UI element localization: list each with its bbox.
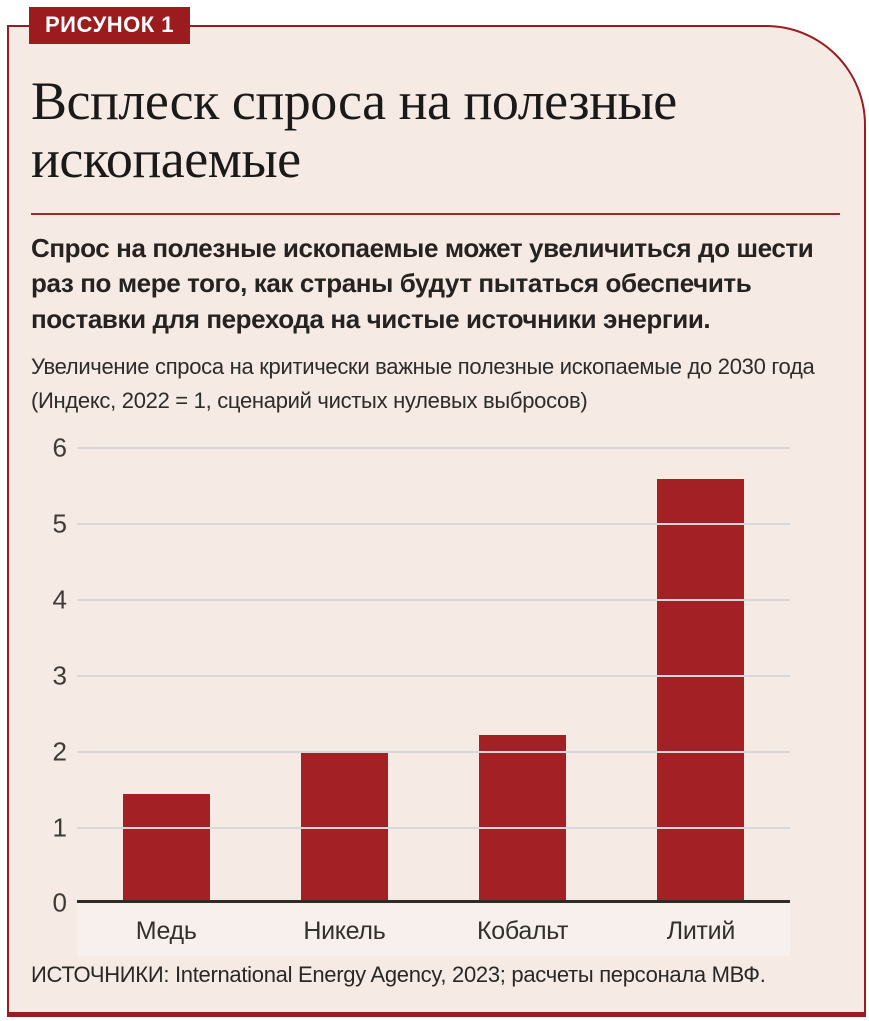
x-axis-labels: Медь Никель Кобальт Литий	[77, 903, 790, 957]
figure-badge: РИСУНОК 1	[29, 7, 191, 44]
y-tick-label-6: 6	[52, 432, 67, 463]
bars-row	[77, 448, 790, 901]
y-tick-label-2: 2	[52, 736, 67, 767]
figure-card: Всплеск спроса на полезные ископаемые Сп…	[7, 25, 866, 1017]
gridline-y-2	[77, 750, 790, 753]
x-category-label-1: Никель	[303, 917, 386, 946]
gridline-y-3	[77, 674, 790, 677]
bar-chart: Медь Никель Кобальт Литий 0 1 2 3 4 5 6	[31, 433, 840, 957]
bar-Литий	[657, 479, 745, 901]
bar-slot-0	[77, 448, 255, 901]
bar-slot-1	[255, 448, 433, 901]
bar-slot-2	[434, 448, 612, 901]
source-note: ИСТОЧНИКИ: International Energy Agency, …	[31, 962, 766, 987]
y-tick-label-3: 3	[52, 660, 67, 691]
x-category-label-2: Кобальт	[477, 917, 569, 946]
y-tick-label-1: 1	[52, 812, 67, 842]
gridline-y-5	[77, 523, 790, 526]
chart-note-line-2: (Индекс, 2022 = 1, сценарий чистых нулев…	[31, 388, 588, 414]
x-category-label-0: Медь	[135, 917, 197, 946]
chart-subtitle: Спрос на полезные ископаемые может увели…	[31, 232, 814, 335]
y-tick-label-4: 4	[52, 584, 67, 615]
page-title: Всплеск спроса на полезные ископаемые	[31, 71, 677, 189]
chart-note: Увеличение спроса на критически важные п…	[31, 350, 840, 418]
x-category-label-3: Литий	[666, 917, 736, 946]
title-divider	[31, 212, 840, 215]
bar-slot-3	[612, 448, 790, 901]
gridline-y-1	[77, 826, 790, 829]
gridline-y-4	[77, 599, 790, 601]
bar-Кобальт	[479, 735, 567, 901]
bar-Медь	[122, 794, 210, 901]
y-tick-label-0: 0	[52, 887, 67, 918]
plot-area	[77, 447, 790, 904]
gridline-y-6	[77, 447, 790, 450]
y-tick-label-5: 5	[52, 508, 67, 539]
chart-note-line-1: Увеличение спроса на критически важные п…	[31, 354, 815, 380]
bar-Никель	[300, 751, 388, 901]
